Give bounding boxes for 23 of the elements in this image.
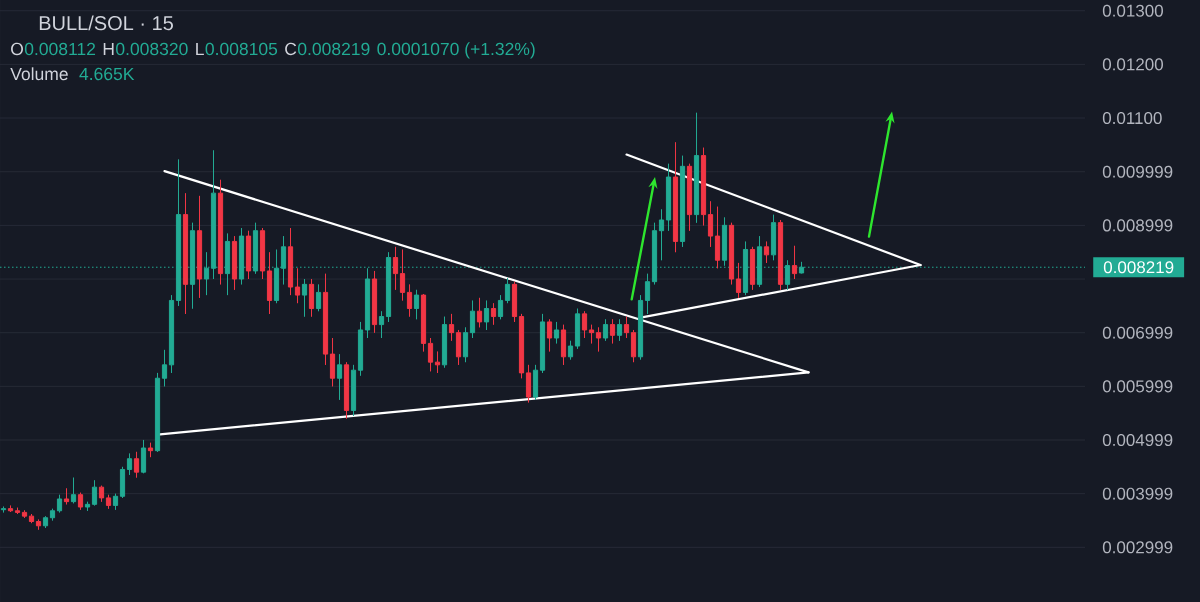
y-tick-label: 0.005999 (1102, 380, 1173, 393)
annotation: 0.008320 (116, 42, 188, 56)
y-tick-label: 0.01300 (1102, 4, 1163, 17)
y-tick-label: 0.008999 (1102, 219, 1173, 232)
y-tick-label: 0.003999 (1102, 487, 1173, 500)
annotation: 0.008219 (297, 42, 370, 56)
ref-line-label: 0.008219 (1103, 261, 1174, 274)
text: BULL/SOL · 15 (39, 15, 173, 31)
y-tick-label: 0.006999 (1102, 326, 1173, 339)
y-tick-label: 0.009999 (1102, 165, 1173, 178)
y-tick-label: 0.01200 (1102, 58, 1163, 71)
annotation: 0.0001070 (+1.32%) (377, 42, 535, 59)
annotation: Volume (10, 67, 68, 81)
annotation: C (285, 42, 297, 56)
annotation: 0.008112 (24, 42, 96, 56)
annotation: O (11, 42, 23, 56)
annotation: L (196, 42, 204, 55)
annotation: 4.665K (79, 67, 135, 81)
annotation: H (103, 42, 114, 55)
y-tick-label: 0.01100 (1102, 112, 1162, 125)
y-tick-label: 0.002999 (1102, 541, 1173, 554)
y-tick-label: 0.004999 (1102, 433, 1173, 447)
annotation: 0.008105 (205, 42, 278, 56)
